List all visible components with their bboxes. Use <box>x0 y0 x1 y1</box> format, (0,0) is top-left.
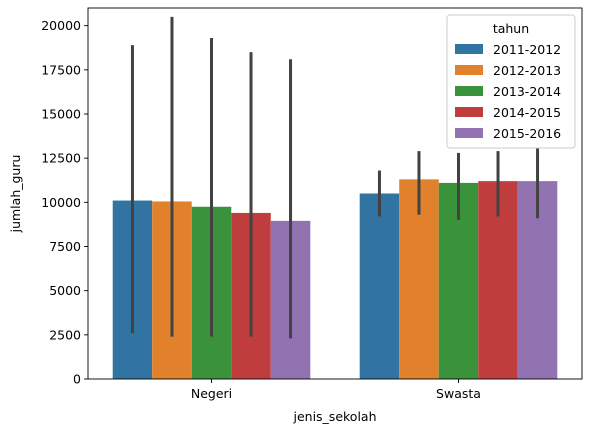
legend-label-2013-2014: 2013-2014 <box>493 84 561 99</box>
y-tick-label: 10000 <box>41 195 81 210</box>
y-tick-label: 17500 <box>41 62 81 77</box>
y-axis-label: jumlah_guru <box>8 155 23 234</box>
y-tick-label: 2500 <box>49 327 81 342</box>
legend-swatch-2012-2013 <box>455 65 483 75</box>
bars-layer <box>112 179 558 379</box>
y-axis: 0 2500 5000 7500 10000 12500 15000 17500 20000 <box>41 18 88 387</box>
legend-swatch-2015-2016 <box>455 128 483 138</box>
y-tick-label: 5000 <box>49 283 81 298</box>
y-tick-label: 15000 <box>41 107 81 122</box>
legend-swatch-2014-2015 <box>455 107 483 117</box>
y-tick-label: 0 <box>73 372 81 387</box>
x-tick-label-swasta: Swasta <box>436 386 481 401</box>
x-axis-label: jenis_sekolah <box>292 409 376 424</box>
legend-swatch-2011-2012 <box>455 44 483 54</box>
legend-label-2015-2016: 2015-2016 <box>493 126 561 141</box>
legend: tahun 2011-2012 2012-2013 2013-2014 2014-20… <box>446 14 576 149</box>
error-bars-layer <box>130 16 540 339</box>
y-tick-label: 7500 <box>49 239 81 254</box>
plot-frame <box>87 7 583 380</box>
legend-label-2012-2013: 2012-2013 <box>493 63 561 78</box>
y-tick-label: 12500 <box>41 151 81 166</box>
x-axis: Negeri Swasta <box>191 379 481 401</box>
bar-swasta-2011-2012 <box>359 193 400 379</box>
legend-title: tahun <box>493 21 529 36</box>
legend-label-2014-2015: 2014-2015 <box>493 105 561 120</box>
x-tick-label-negeri: Negeri <box>191 386 232 401</box>
legend-label-2011-2012: 2011-2012 <box>493 42 561 57</box>
legend-swatch-2013-2014 <box>455 86 483 96</box>
y-tick-label: 20000 <box>41 18 81 33</box>
